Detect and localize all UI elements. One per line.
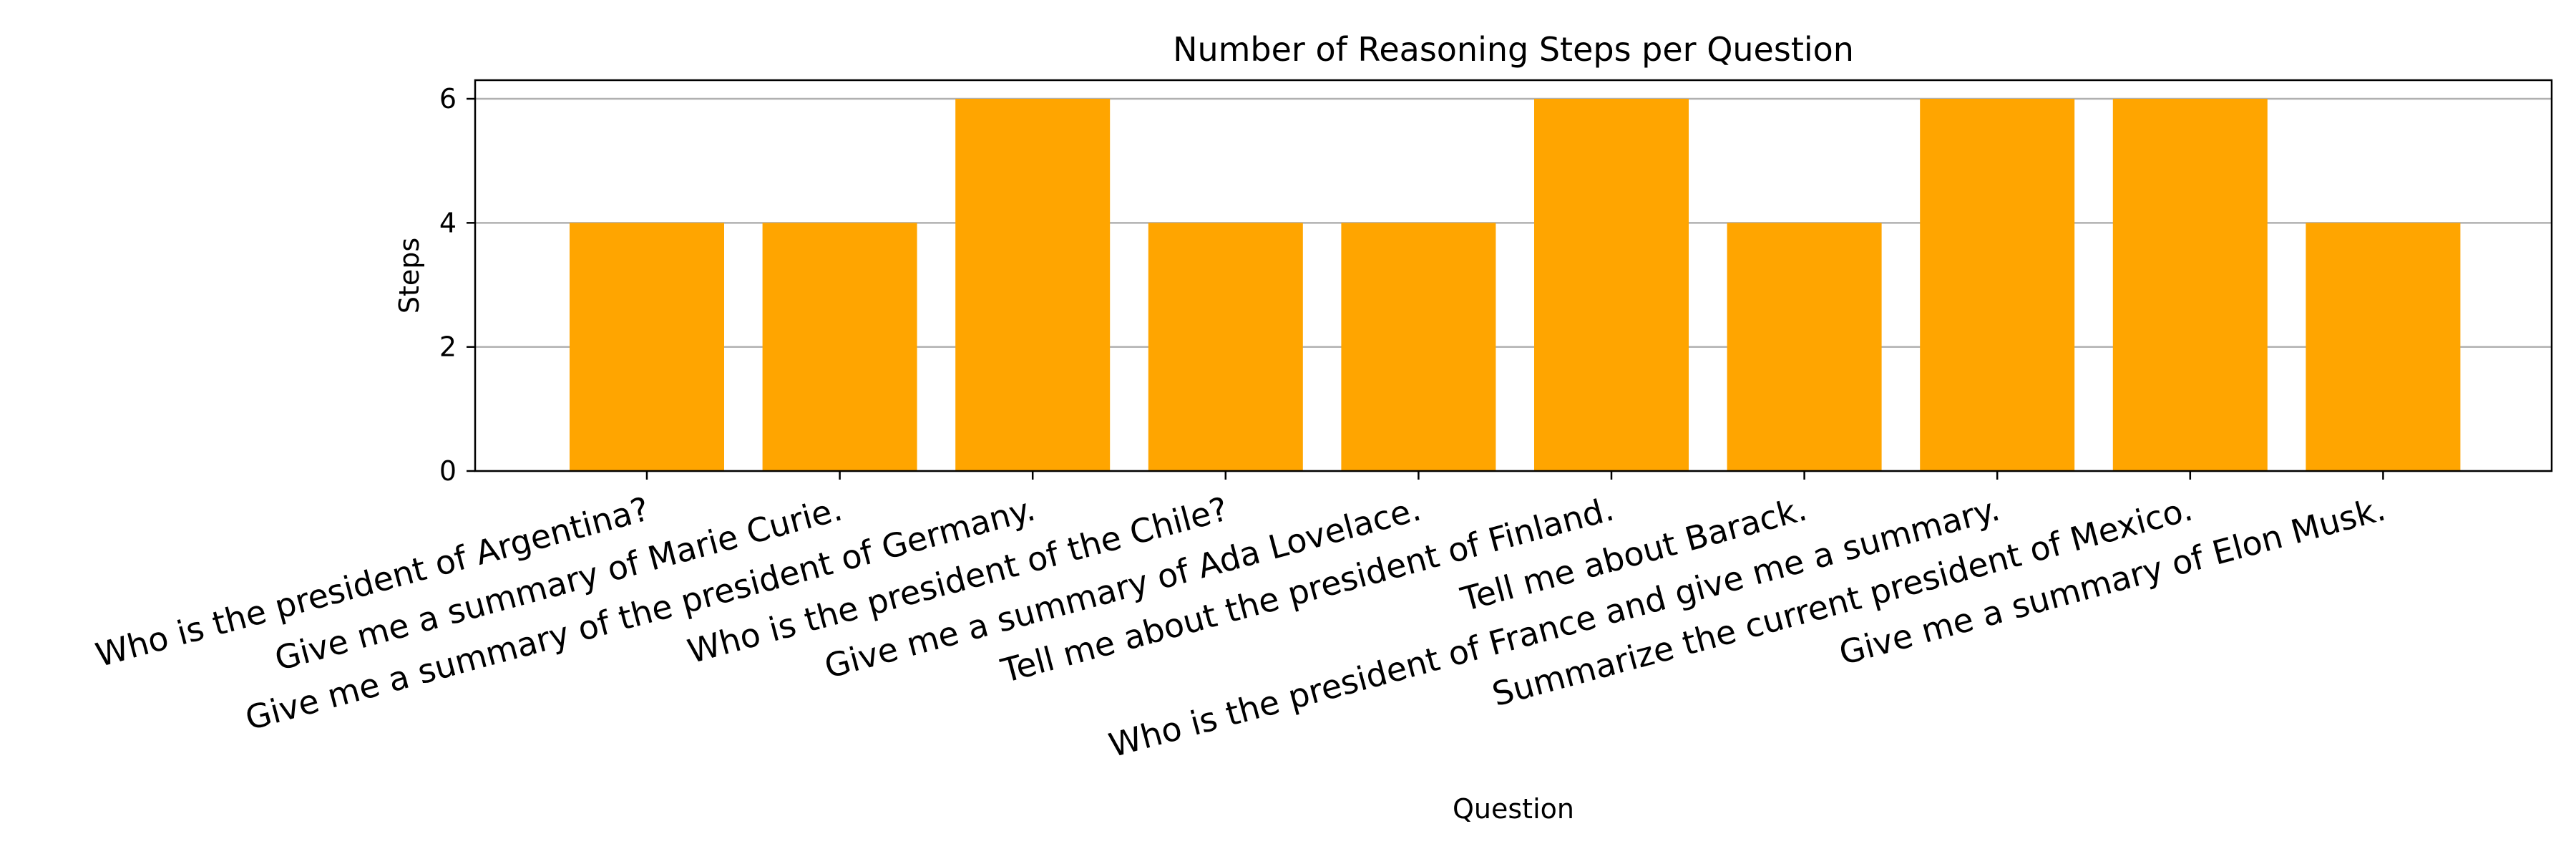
bar — [2112, 99, 2268, 471]
chart-title: Number of Reasoning Steps per Question — [1173, 30, 1854, 69]
bar — [1341, 223, 1496, 471]
bar — [762, 223, 917, 471]
y-axis: 0 2 4 6 — [439, 83, 475, 487]
plot-frame — [474, 79, 2553, 472]
bar — [1534, 99, 1689, 471]
bar — [1148, 223, 1303, 471]
bar — [570, 223, 724, 471]
bar — [1727, 223, 1882, 471]
y-tick-label: 4 — [439, 207, 457, 238]
y-axis-label: Steps — [394, 238, 425, 314]
bar — [1920, 99, 2075, 471]
bar — [2306, 223, 2461, 471]
y-tick-label: 6 — [439, 83, 457, 115]
x-axis-label: Question — [1453, 793, 1574, 825]
x-axis: Who is the president of Argentina?Give m… — [92, 471, 2389, 765]
bar — [955, 99, 1111, 471]
bars — [570, 99, 2461, 471]
y-tick-label: 2 — [439, 331, 457, 363]
y-tick-label: 0 — [439, 455, 457, 487]
